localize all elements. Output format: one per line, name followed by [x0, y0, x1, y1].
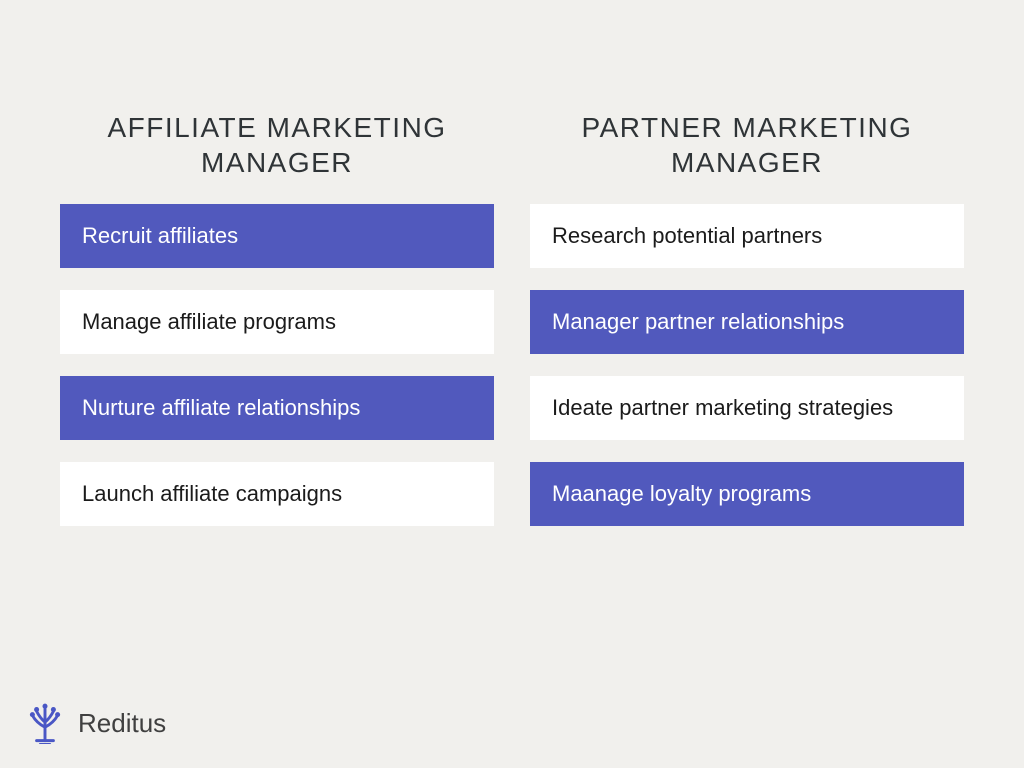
column-partner: PARTNER MARKETING MANAGER Research poten…	[530, 110, 964, 548]
task-row: Maanage loyalty programs	[530, 462, 964, 526]
column-title: AFFILIATE MARKETING MANAGER	[60, 110, 494, 180]
brand-name: Reditus	[78, 708, 166, 739]
task-row: Nurture affiliate relationships	[60, 376, 494, 440]
task-label: Ideate partner marketing strategies	[552, 395, 893, 421]
comparison-columns: AFFILIATE MARKETING MANAGER Recruit affi…	[60, 110, 964, 548]
task-label: Launch affiliate campaigns	[82, 481, 342, 507]
tree-icon	[24, 702, 66, 744]
column-title: PARTNER MARKETING MANAGER	[530, 110, 964, 180]
task-label: Nurture affiliate relationships	[82, 395, 360, 421]
column-affiliate: AFFILIATE MARKETING MANAGER Recruit affi…	[60, 110, 494, 548]
task-row: Recruit affiliates	[60, 204, 494, 268]
task-row: Manage affiliate programs	[60, 290, 494, 354]
task-label: Research potential partners	[552, 223, 822, 249]
task-label: Manage affiliate programs	[82, 309, 336, 335]
task-row: Launch affiliate campaigns	[60, 462, 494, 526]
task-label: Recruit affiliates	[82, 223, 238, 249]
task-label: Maanage loyalty programs	[552, 481, 811, 507]
task-label: Manager partner relationships	[552, 309, 844, 335]
infographic-canvas: AFFILIATE MARKETING MANAGER Recruit affi…	[0, 0, 1024, 768]
task-row: Research potential partners	[530, 204, 964, 268]
task-row: Ideate partner marketing strategies	[530, 376, 964, 440]
brand-logo: Reditus	[24, 702, 166, 744]
task-row: Manager partner relationships	[530, 290, 964, 354]
